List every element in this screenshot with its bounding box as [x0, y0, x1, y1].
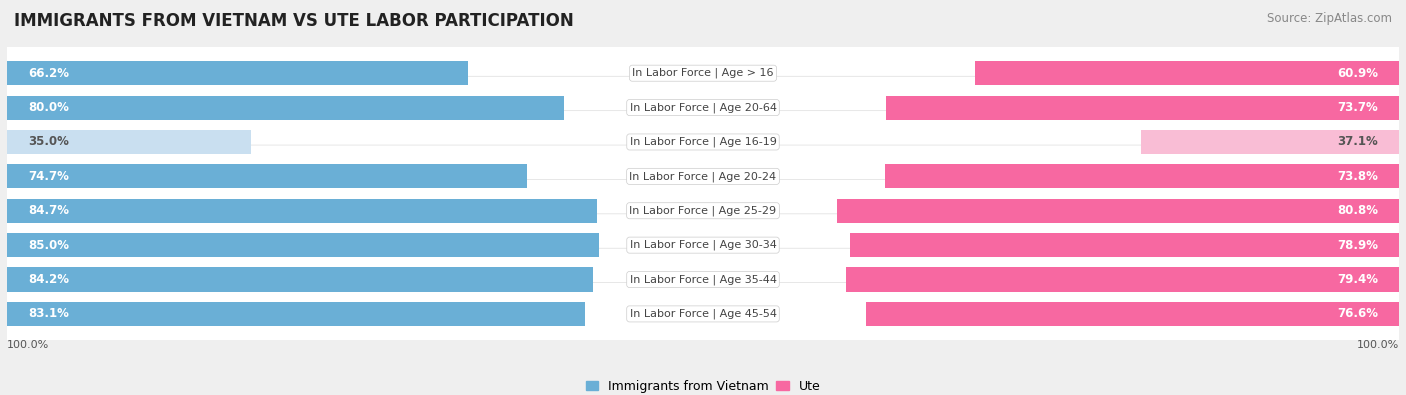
- Text: In Labor Force | Age 25-29: In Labor Force | Age 25-29: [630, 205, 776, 216]
- FancyBboxPatch shape: [4, 214, 1402, 276]
- Text: 37.1%: 37.1%: [1337, 135, 1378, 149]
- FancyBboxPatch shape: [4, 76, 1402, 139]
- Bar: [7, 233, 599, 257]
- Bar: [886, 96, 1399, 120]
- FancyBboxPatch shape: [4, 179, 1402, 242]
- FancyBboxPatch shape: [4, 145, 1402, 208]
- Text: 80.0%: 80.0%: [28, 101, 69, 114]
- Bar: [7, 96, 564, 120]
- Text: 84.2%: 84.2%: [28, 273, 69, 286]
- Bar: [846, 267, 1399, 292]
- Text: In Labor Force | Age 45-54: In Labor Force | Age 45-54: [630, 308, 776, 319]
- Bar: [976, 61, 1399, 85]
- Bar: [7, 130, 250, 154]
- Text: 76.6%: 76.6%: [1337, 307, 1378, 320]
- FancyBboxPatch shape: [4, 42, 1402, 105]
- Text: IMMIGRANTS FROM VIETNAM VS UTE LABOR PARTICIPATION: IMMIGRANTS FROM VIETNAM VS UTE LABOR PAR…: [14, 12, 574, 30]
- Text: In Labor Force | Age 30-34: In Labor Force | Age 30-34: [630, 240, 776, 250]
- Text: In Labor Force | Age 16-19: In Labor Force | Age 16-19: [630, 137, 776, 147]
- Text: 100.0%: 100.0%: [7, 340, 49, 350]
- Bar: [866, 302, 1399, 326]
- Text: 83.1%: 83.1%: [28, 307, 69, 320]
- Text: In Labor Force | Age > 16: In Labor Force | Age > 16: [633, 68, 773, 79]
- Text: 74.7%: 74.7%: [28, 170, 69, 183]
- Text: 100.0%: 100.0%: [1357, 340, 1399, 350]
- Bar: [7, 61, 468, 85]
- Text: 66.2%: 66.2%: [28, 67, 69, 80]
- Bar: [886, 164, 1399, 188]
- FancyBboxPatch shape: [4, 248, 1402, 311]
- FancyBboxPatch shape: [4, 111, 1402, 173]
- Text: 78.9%: 78.9%: [1337, 239, 1378, 252]
- Bar: [1140, 130, 1399, 154]
- Bar: [7, 302, 585, 326]
- Bar: [837, 199, 1399, 223]
- Text: 60.9%: 60.9%: [1337, 67, 1378, 80]
- Text: In Labor Force | Age 20-64: In Labor Force | Age 20-64: [630, 102, 776, 113]
- Text: 73.8%: 73.8%: [1337, 170, 1378, 183]
- Text: 35.0%: 35.0%: [28, 135, 69, 149]
- Bar: [7, 267, 593, 292]
- Text: In Labor Force | Age 35-44: In Labor Force | Age 35-44: [630, 274, 776, 285]
- Legend: Immigrants from Vietnam, Ute: Immigrants from Vietnam, Ute: [581, 375, 825, 395]
- Bar: [7, 199, 596, 223]
- FancyBboxPatch shape: [4, 282, 1402, 345]
- Text: 73.7%: 73.7%: [1337, 101, 1378, 114]
- Text: 84.7%: 84.7%: [28, 204, 69, 217]
- Text: Source: ZipAtlas.com: Source: ZipAtlas.com: [1267, 12, 1392, 25]
- Bar: [849, 233, 1399, 257]
- Text: 79.4%: 79.4%: [1337, 273, 1378, 286]
- Text: 85.0%: 85.0%: [28, 239, 69, 252]
- Text: In Labor Force | Age 20-24: In Labor Force | Age 20-24: [630, 171, 776, 182]
- Bar: [7, 164, 527, 188]
- Text: 80.8%: 80.8%: [1337, 204, 1378, 217]
